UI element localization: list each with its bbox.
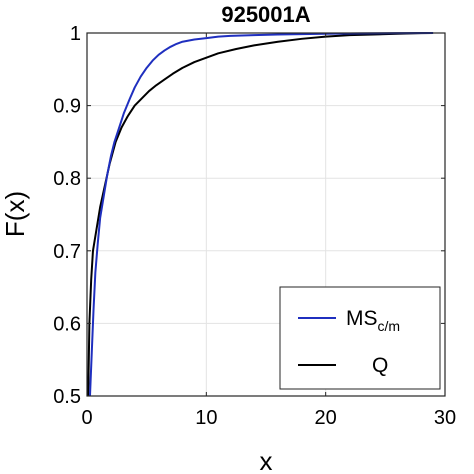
x-tick-label: 0	[81, 407, 92, 429]
legend: MSc/m Q	[279, 286, 441, 390]
chart-title: 925001A	[221, 2, 310, 27]
y-tick-label: 0.5	[53, 386, 81, 408]
series-line-ms	[88, 32, 434, 397]
y-tick-label: 0.9	[53, 96, 81, 118]
x-tick-label: 10	[195, 407, 217, 429]
y-tick-label: 0.6	[53, 313, 81, 335]
y-axis-label: F(x)	[0, 191, 30, 237]
y-tick-label: 0.7	[53, 241, 81, 263]
legend-label-ms: MSc/m	[346, 307, 400, 334]
x-tick-label: 20	[315, 407, 337, 429]
plot-border	[86, 32, 446, 397]
x-tick-label: 30	[434, 407, 456, 429]
y-tick-label: 1	[70, 23, 81, 45]
ticks: 0 10 20 30 0.5 0.6 0.7 0.8 0.9 1	[53, 23, 456, 429]
x-axis-label: x	[260, 446, 273, 474]
y-tick-label: 0.8	[53, 168, 81, 190]
legend-label-q: Q	[372, 354, 388, 377]
legend-box	[279, 286, 441, 390]
